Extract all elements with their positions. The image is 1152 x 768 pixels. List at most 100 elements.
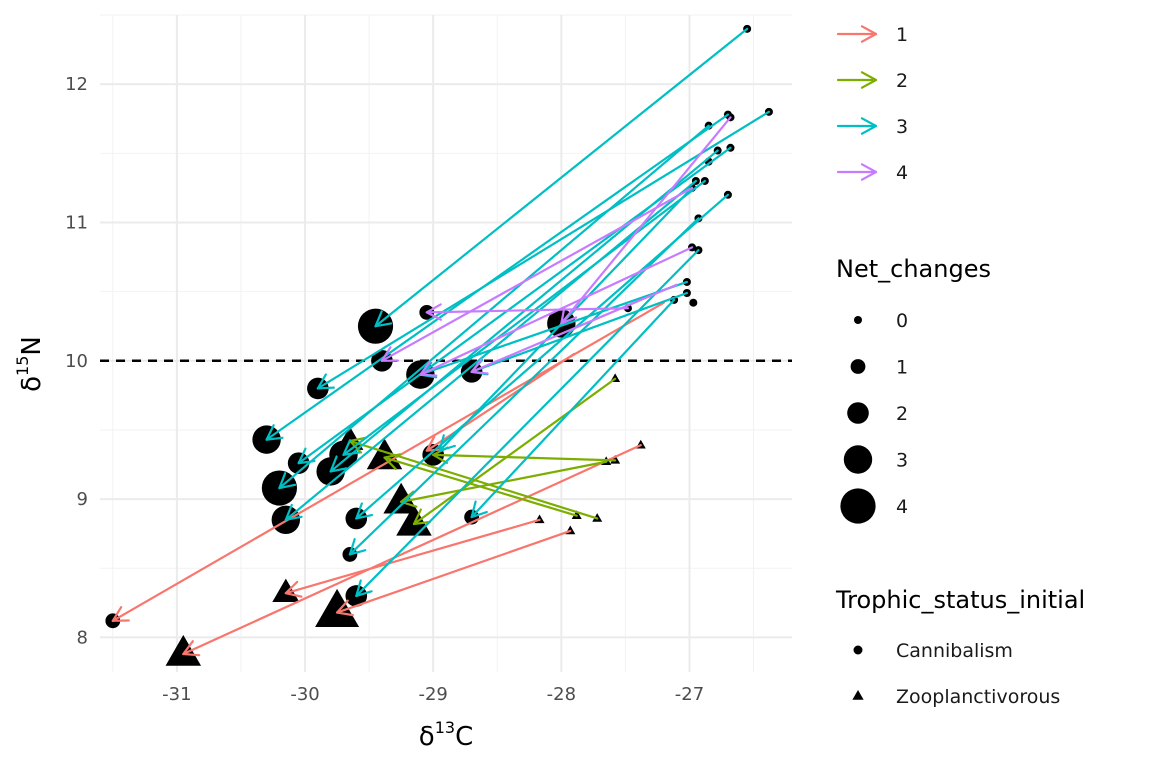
- arrow-shaft: [342, 179, 706, 456]
- arrow-shaft: [182, 444, 642, 656]
- arrow-group-3: [470, 298, 676, 519]
- arrow-group-4: [560, 116, 732, 325]
- arrow-head: [380, 346, 400, 362]
- arrow-shaft: [419, 246, 694, 376]
- y-tick-label: 11: [65, 212, 88, 233]
- arrow-head: [348, 538, 367, 556]
- color-legend-label: 2: [896, 70, 908, 92]
- arrow-head: [316, 373, 335, 390]
- arrow-head: [470, 358, 489, 375]
- arrow-head: [297, 447, 316, 465]
- arrow-head: [265, 424, 284, 441]
- arrow-head: [425, 435, 444, 452]
- shape-legend: Trophic_status_initial Cannibalism Zoopla…: [835, 586, 1085, 708]
- size-legend-label: 3: [896, 450, 908, 472]
- x-tick-label: -29: [418, 684, 447, 705]
- arrow-head: [470, 500, 488, 519]
- arrow-group-3: [374, 27, 749, 328]
- arrow-shaft: [425, 352, 576, 452]
- arrow-head: [438, 434, 456, 452]
- size-legend-label: 0: [896, 310, 908, 332]
- shape-legend-key: [853, 645, 863, 655]
- arrow-shaft: [348, 439, 599, 520]
- data-point: [165, 634, 202, 666]
- arrow-group-3: [355, 249, 700, 598]
- arrow-shaft: [335, 529, 572, 614]
- x-axis-title: δ13C: [419, 718, 473, 752]
- size-legend-key: [840, 488, 876, 524]
- size-legend-key: [850, 359, 866, 374]
- shape-legend-key: [852, 689, 864, 700]
- arrow-head: [329, 455, 348, 473]
- arrow-shaft: [412, 377, 617, 526]
- size-legend-label: 1: [896, 357, 908, 379]
- arrow-group-4: [425, 303, 630, 321]
- arrow-shaft: [278, 124, 710, 490]
- arrow-group-3: [342, 179, 706, 456]
- arrow-shaft: [560, 116, 732, 325]
- arrow-head: [374, 310, 393, 328]
- arrow-head: [860, 163, 878, 181]
- arrow-head: [400, 490, 418, 508]
- arrow-head: [860, 117, 878, 135]
- y-axis-title: δ15N: [13, 336, 47, 392]
- x-tick-labels: -31 -30 -29 -28 -27: [162, 684, 704, 705]
- arrow-head: [278, 472, 297, 490]
- arrow-head: [560, 306, 578, 325]
- arrow-shaft: [348, 217, 700, 556]
- y-tick-label: 12: [65, 74, 88, 95]
- arrow-shaft: [432, 453, 617, 462]
- arrow-shaft: [380, 186, 694, 362]
- color-legend-key: [836, 117, 878, 135]
- x-tick-label: -27: [675, 684, 704, 705]
- arrow-head: [284, 580, 303, 598]
- arrow-shaft: [419, 280, 689, 376]
- arrow-head: [111, 606, 130, 622]
- arrow-head: [412, 508, 431, 526]
- arrow-shaft: [425, 307, 630, 314]
- size-legend-key: [854, 316, 862, 324]
- data-point: [383, 482, 419, 514]
- shape-legend-title: Trophic_status_initial: [835, 586, 1085, 614]
- arrow-shaft: [284, 518, 541, 595]
- arrow-group-3: [348, 217, 700, 556]
- arrow-head: [342, 439, 361, 456]
- arrow-head: [419, 360, 438, 377]
- arrow-group-1: [182, 444, 642, 657]
- arrow-shaft: [470, 283, 678, 373]
- shape-legend-label: Zooplanctivorous: [896, 686, 1060, 708]
- arrow-head: [425, 303, 443, 321]
- color-legend-key: [836, 25, 878, 43]
- arrow-group-2: [412, 377, 617, 526]
- x-tick-label: -30: [290, 684, 319, 705]
- arrow-group-4: [470, 283, 678, 375]
- data-point: [272, 578, 300, 603]
- arrow-group-1: [284, 518, 541, 598]
- x-tick-label: -31: [162, 684, 191, 705]
- arrow-shaft: [470, 291, 689, 373]
- size-legend: Net_changes 0 1 2 3 4: [836, 255, 991, 524]
- point-layer: [105, 24, 773, 666]
- data-point: [689, 298, 698, 307]
- y-tick-label: 8: [77, 627, 88, 648]
- arrow-group-3: [316, 110, 771, 390]
- y-tick-labels: 8 9 10 11 12: [65, 74, 88, 648]
- color-legend-label: 4: [896, 162, 908, 184]
- arrow-group-3: [265, 113, 730, 441]
- arrow-head: [860, 71, 878, 89]
- arrow-group-1: [335, 529, 572, 617]
- y-tick-label: 10: [65, 351, 88, 372]
- arrow-head: [383, 453, 402, 471]
- arrow-head: [860, 25, 878, 43]
- color-legend: 1 2 3 4: [836, 24, 908, 184]
- x-tick-label: -28: [547, 684, 576, 705]
- arrow-head: [335, 599, 354, 617]
- arrow-group-1: [425, 352, 576, 452]
- color-legend-label: 3: [896, 116, 908, 138]
- size-legend-label: 4: [896, 496, 908, 518]
- color-legend-label: 1: [896, 24, 908, 46]
- data-point: [366, 438, 403, 470]
- size-legend-key: [847, 402, 869, 424]
- arrow-layer: [111, 27, 771, 657]
- arrow-head: [355, 502, 374, 520]
